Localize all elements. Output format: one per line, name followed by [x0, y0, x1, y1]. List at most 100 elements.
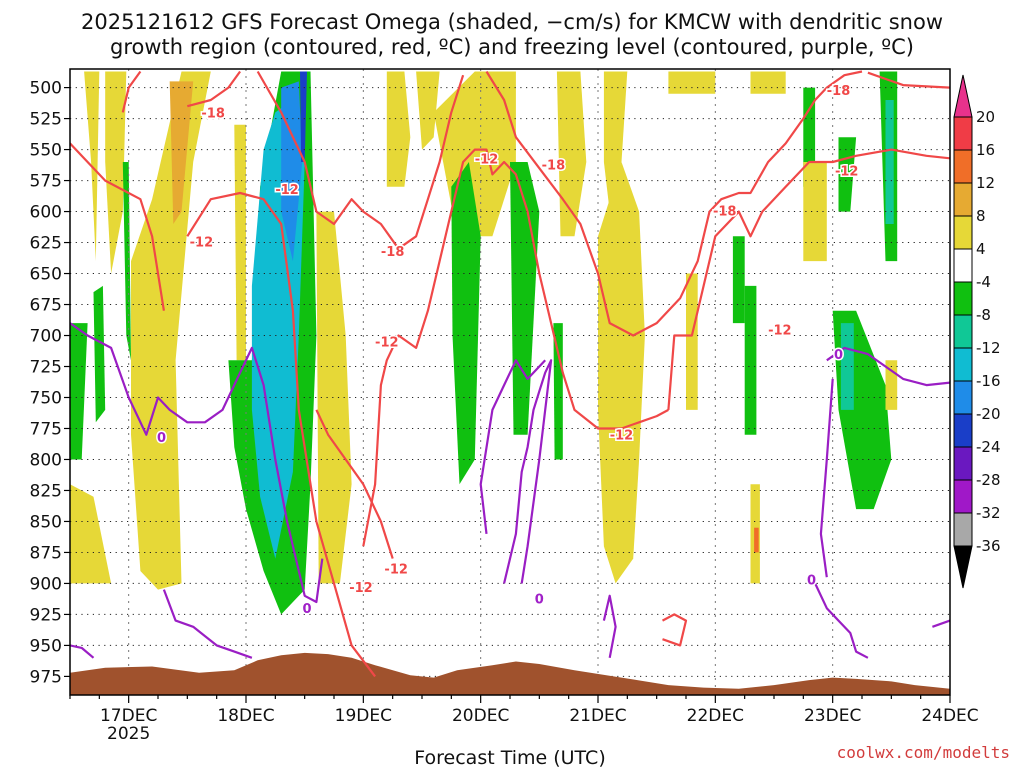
- contour-label: 0: [535, 592, 544, 607]
- contour-label: -18: [381, 245, 405, 260]
- y-tick-label: 650: [30, 265, 62, 285]
- omega-region: [556, 71, 587, 237]
- colorbar-segment: [953, 314, 973, 349]
- omega-region: [750, 71, 786, 94]
- omega-region: [553, 323, 563, 460]
- omega-region: [754, 527, 759, 553]
- contour-label: -12: [349, 581, 373, 596]
- omega-region: [122, 162, 131, 361]
- freezing-level-contour: [70, 644, 95, 659]
- x-tick-label: 23DEC: [804, 706, 861, 726]
- y-tick-label: 900: [30, 574, 62, 594]
- omega-region: [316, 211, 352, 584]
- y-tick-label: 775: [30, 419, 62, 439]
- contour-label: -12: [768, 323, 792, 338]
- contour-label: -18: [542, 158, 566, 173]
- y-tick-label: 625: [30, 234, 62, 254]
- omega-region: [93, 285, 106, 423]
- dgz-minus18-contour: [485, 70, 863, 337]
- terrain-layer: [70, 652, 950, 695]
- freezing-level-contour: [162, 589, 253, 659]
- omega-region: [169, 81, 194, 225]
- colorbar-tick-label: -20: [976, 405, 1001, 423]
- dgz-minus12-contour: [362, 148, 669, 547]
- y-tick-label: 525: [30, 110, 62, 130]
- chart-title-line-1: 2025121612 GFS Forecast Omega (shaded, −…: [81, 10, 943, 34]
- freezing-level-contour: [602, 594, 617, 659]
- contour-label: -12: [375, 336, 399, 351]
- colorbar-segment: [953, 281, 973, 316]
- y-tick-label: 700: [30, 327, 62, 347]
- omega-region: [732, 236, 745, 324]
- freezing-level-contour: [70, 322, 324, 604]
- x-axis-title: Forecast Time (UTC): [414, 747, 605, 768]
- terrain-surface: [70, 652, 950, 695]
- dgz-minus12-contour: [315, 409, 394, 559]
- omega-region: [840, 323, 854, 410]
- contour-label: -12: [475, 152, 499, 167]
- contour-label: -12: [190, 235, 214, 250]
- omega-region: [131, 71, 211, 590]
- y-axis: 500 525 550 575 600 625 650 675 700 725 750 775 800 8…: [30, 79, 70, 687]
- dgz-minus18-contour: [867, 71, 950, 89]
- omega-region: [838, 137, 857, 212]
- colorbar-bottom-arrow: [953, 545, 973, 589]
- credit-text: coolwx.com/modelts: [837, 743, 1010, 762]
- contour-label: -12: [275, 183, 299, 198]
- colorbar-segment: [953, 479, 973, 514]
- y-tick-label: 750: [30, 388, 62, 408]
- colorbar-tick-label: 4: [976, 240, 986, 258]
- y-tick-label: 500: [30, 79, 62, 99]
- omega-region: [70, 484, 112, 584]
- x-tick-label: 24DEC: [921, 706, 978, 726]
- y-tick-label: 550: [30, 141, 62, 161]
- colorbar-segment: [953, 413, 973, 448]
- y-tick-label: 975: [30, 667, 62, 687]
- contour-label: -12: [384, 563, 408, 578]
- colorbar-segment: [953, 215, 973, 250]
- colorbar-tick-label: -24: [976, 438, 1001, 456]
- colorbar-tick-label: -28: [976, 471, 1001, 489]
- y-tick-label: 800: [30, 450, 62, 470]
- dgz-minus18-contour: [187, 70, 241, 108]
- colorbar-tick-label: -16: [976, 372, 1001, 390]
- y-tick-label: 575: [30, 172, 62, 192]
- colorbar-segment: [953, 182, 973, 217]
- freezing-level-contour: [826, 346, 950, 387]
- dgz-minus18-contour: [397, 74, 465, 250]
- freezing-level-contour: [503, 359, 553, 584]
- omega-region: [416, 71, 440, 150]
- colorbar-tick-label: 8: [976, 207, 986, 225]
- dgz-minus12-contour: [70, 142, 165, 311]
- omega-region: [803, 162, 827, 262]
- y-tick-label: 875: [30, 543, 62, 563]
- contour-label: 0: [302, 602, 311, 617]
- freezing-level-contour: [932, 619, 950, 628]
- colorbar-tick-label: -4: [976, 273, 991, 291]
- omega-region: [234, 124, 246, 361]
- colorbar-tick-label: -36: [976, 537, 1001, 555]
- colorbar-tick-label: -8: [976, 306, 991, 324]
- colorbar-tick-label: 12: [976, 174, 995, 192]
- omega-region: [598, 162, 645, 584]
- x-tick-label: 22DEC: [687, 706, 744, 726]
- omega-region: [744, 285, 757, 435]
- colorbar-tick-label: -32: [976, 504, 1001, 522]
- contour-label: -12: [835, 165, 859, 180]
- y-tick-label: 675: [30, 296, 62, 316]
- omega-region: [300, 71, 307, 162]
- colorbar-segment: [953, 512, 973, 547]
- y-tick-label: 725: [30, 358, 62, 378]
- freezing-level-contour: [814, 582, 869, 659]
- x-tick-label: 19DEC: [335, 706, 392, 726]
- contour-label: 0: [157, 431, 166, 446]
- omega-region: [386, 71, 411, 187]
- x-tick-label: 21DEC: [569, 706, 626, 726]
- colorbar: 20 16 12 8 4 -4 -8 -12 -16 -20 -24 -28 -32 -36: [953, 74, 1001, 589]
- omega-region: [686, 273, 698, 410]
- freezing-level-contour: [819, 378, 834, 578]
- plot-area: -18 -12 -12 -18 -12 -12 -12 -12 -18 -12 -18 -12 -12 -…: [69, 68, 951, 696]
- x-tick-label: 18DEC: [217, 706, 274, 726]
- contour-label-layer: -18 -12 -12 -18 -12 -12 -12 -12 -18 -12 -18 -12 -12 -…: [155, 83, 860, 619]
